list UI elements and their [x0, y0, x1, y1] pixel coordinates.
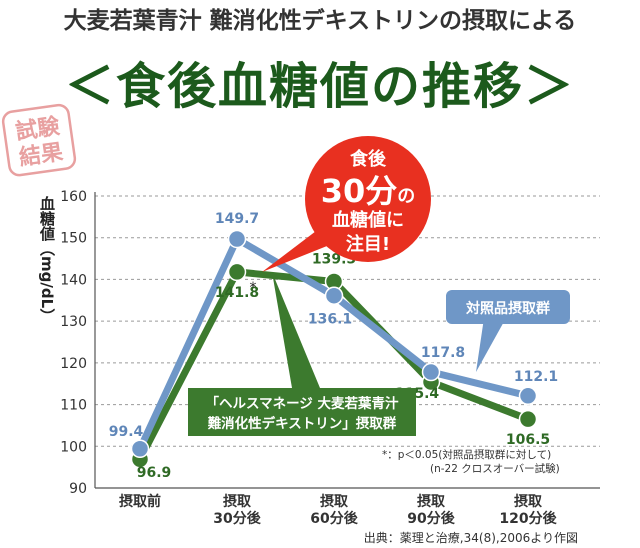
significance-marker: *: [250, 280, 257, 296]
y-tick-label: 100: [60, 439, 87, 455]
test-data-point: [518, 409, 538, 429]
control-data-label: 136.1: [308, 312, 352, 328]
test-data-label: 106.5: [506, 432, 550, 448]
control-legend-pointer: [476, 318, 506, 372]
test-legend-label: 「ヘルスマネージ 大麦若葉青汁難消化性デキストリン」摂取群: [205, 395, 399, 432]
callout-line4: 注目!: [346, 233, 390, 255]
y-tick-label: 120: [60, 356, 87, 372]
x-tick-label-line: 30分後: [213, 510, 261, 527]
control-data-label: 99.4: [109, 424, 144, 440]
y-tick-label: 110: [60, 398, 87, 414]
control-legend-label: 対照品摂取群: [465, 300, 550, 317]
test-data-label: 141.8: [215, 285, 259, 301]
stamp-frame: [1, 103, 77, 177]
x-tick-label-line: 摂取前: [119, 493, 161, 510]
x-tick-label: 摂取 60分後: [310, 493, 358, 527]
callout-line1: 食後: [349, 148, 387, 170]
y-axis-label: 血糖値（mg/dL）: [38, 195, 56, 323]
callout-line3: 血糖値に: [332, 209, 404, 231]
y-tick-label: 160: [60, 189, 87, 205]
test-data-point: [227, 262, 247, 282]
x-tick-label-line: 90分後: [407, 510, 455, 527]
y-tick-label: 90: [69, 481, 87, 497]
control-data-point: [227, 229, 247, 249]
y-tick-label: 130: [60, 314, 87, 330]
header-subtitle: 大麦若葉青汁 難消化性デキストリンの摂取による: [64, 7, 577, 34]
x-tick-label-line: 摂取: [417, 493, 446, 510]
test-legend-box: [188, 388, 416, 436]
page-title: ＜食後血糖値の推移＞: [65, 57, 575, 115]
stamp-line1: 試験: [14, 113, 62, 145]
control-data-point: [324, 286, 344, 305]
significance-note: *：p＜0.05(対照品摂取群に対して): [382, 448, 551, 461]
callout-bubble: [305, 136, 431, 262]
study-design-note: (n-22 クロスオーバー試験): [430, 462, 560, 475]
x-tick-label: 摂取 30分後: [213, 493, 261, 527]
callout-line2: 30分の: [321, 172, 416, 210]
control-data-point: [130, 439, 150, 459]
control-data-label: 112.1: [514, 369, 558, 385]
x-tick-label-line: 60分後: [310, 510, 358, 527]
test-data-label: 96.9: [137, 465, 172, 481]
control-data-label: 117.8: [421, 345, 465, 361]
test-legend-pointer: [272, 272, 320, 388]
y-tick-label: 150: [60, 231, 87, 247]
stamp-line2: 結果: [17, 139, 64, 171]
control-legend-box: [446, 290, 570, 324]
callout-line2-number: 30分: [321, 172, 398, 210]
control-data-label: 149.7: [215, 211, 259, 227]
x-tick-label-line: 摂取: [514, 493, 543, 510]
x-tick-label-line: 摂取: [320, 493, 349, 510]
control-data-point: [421, 362, 441, 382]
x-tick-label: 摂取 90分後: [407, 493, 455, 527]
x-tick-label: 摂取 120分後: [499, 493, 557, 527]
control-data-point: [518, 386, 538, 406]
x-tick-label-line: 摂取: [223, 493, 252, 510]
y-tick-label: 140: [60, 272, 87, 288]
x-tick-label-line: 120分後: [499, 510, 557, 527]
source-citation: 出典：薬理と治療,34(8),2006より作図: [364, 531, 578, 545]
x-tick-label: 摂取前: [119, 493, 161, 510]
callout-line2-suffix: の: [397, 186, 415, 207]
